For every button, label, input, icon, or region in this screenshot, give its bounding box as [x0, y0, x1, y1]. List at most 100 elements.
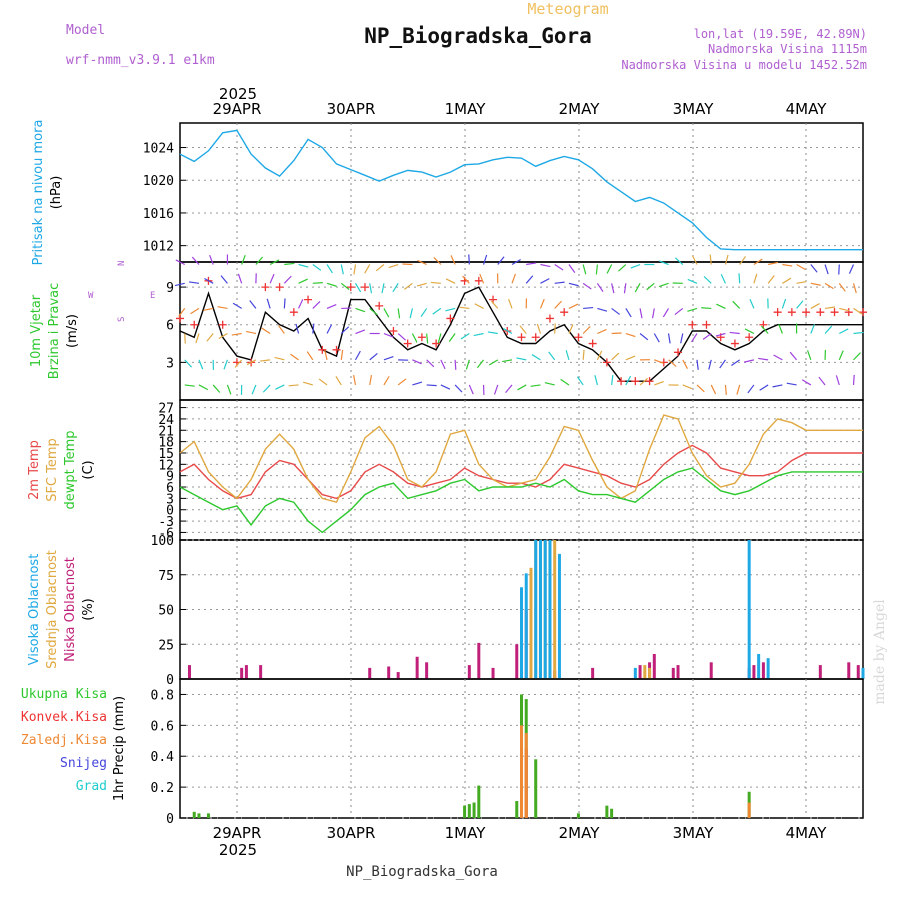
- panel-frame: [179, 122, 864, 263]
- gust-marker: [275, 283, 284, 292]
- wind-arrow: [288, 384, 299, 387]
- wind-arrow: [503, 327, 513, 335]
- wind-arrow: [654, 359, 664, 364]
- wind-arrow: [511, 273, 516, 284]
- gust-marker: [517, 333, 526, 342]
- wind-arrow: [433, 257, 442, 265]
- wind-arrow: [789, 351, 798, 361]
- wind-arrow: [266, 298, 271, 309]
- wind-arrow: [198, 384, 209, 391]
- wind-arrow: [736, 384, 741, 395]
- y-axis-label: SFC Temp: [45, 438, 60, 502]
- bar: [548, 540, 552, 679]
- day-label-bottom: 3MAY: [673, 824, 715, 842]
- wind-arrow: [416, 282, 427, 287]
- wind-arrow: [709, 254, 712, 265]
- y-tick-label: 9: [166, 281, 174, 296]
- wind-arrow: [606, 264, 613, 274]
- wind-arrow: [412, 381, 423, 386]
- wind-arrow: [417, 259, 427, 266]
- wind-arrow: [554, 300, 562, 309]
- wind-arrow: [703, 275, 712, 284]
- wind-arrow: [340, 264, 344, 275]
- bar: [187, 665, 191, 679]
- wind-arrow: [184, 384, 195, 387]
- wind-arrow: [761, 325, 769, 334]
- precip-legend-label: Konvek.Kisa: [21, 710, 107, 725]
- day-label-bottom: 4MAY: [786, 824, 828, 842]
- wind-arrow: [838, 350, 844, 361]
- gust-marker: [617, 377, 626, 386]
- wind-arrow: [625, 375, 632, 386]
- wind-arrow: [234, 359, 243, 368]
- precip-legend-label: Snijeg: [60, 756, 107, 771]
- bar: [605, 805, 609, 818]
- wind-arrow: [568, 324, 574, 334]
- wind-arrow: [468, 254, 470, 265]
- wind-arrow: [674, 257, 684, 265]
- wind-arrow: [719, 359, 726, 369]
- wind-arrow: [195, 333, 200, 344]
- wind-arrow: [530, 384, 541, 387]
- wind-arrow: [445, 307, 456, 312]
- wind-arrow: [303, 381, 313, 386]
- bar: [477, 785, 481, 818]
- gust-marker: [844, 308, 853, 317]
- wind-arrow: [369, 283, 373, 294]
- bar: [638, 665, 642, 679]
- wind-arrow: [565, 350, 570, 361]
- bar: [557, 553, 561, 679]
- wind-arrow: [269, 273, 275, 284]
- wind-arrow: [508, 298, 513, 309]
- wind-arrow: [682, 384, 693, 390]
- wind-arrow: [824, 282, 834, 290]
- y-tick-label: -6: [158, 526, 174, 541]
- wind-arrow: [241, 254, 246, 265]
- gust-marker: [318, 345, 327, 354]
- y-axis-label: 2m Temp: [27, 440, 42, 500]
- wind-arrow: [448, 333, 456, 342]
- gust-marker: [218, 320, 227, 329]
- bar: [491, 667, 495, 679]
- wind-arrow: [767, 275, 775, 284]
- wind-arrow: [262, 384, 271, 393]
- wind-arrow: [724, 254, 729, 265]
- y-tick-label: 15: [158, 447, 174, 462]
- wind-arrow: [786, 382, 797, 386]
- y-tick-label: 24: [158, 413, 174, 428]
- wind-arrow: [708, 359, 712, 370]
- wind-arrow: [839, 307, 850, 312]
- y-tick-label: 0.6: [151, 719, 174, 734]
- bar: [709, 662, 713, 679]
- wind-arrow: [753, 273, 758, 284]
- bar: [534, 759, 538, 818]
- y-tick-label: 1016: [143, 207, 174, 222]
- wind-arrow: [653, 333, 660, 343]
- wind-arrow: [526, 262, 537, 266]
- gust-marker: [446, 314, 455, 323]
- compass-label: E: [150, 291, 155, 301]
- wind-arrow: [668, 359, 677, 367]
- wind-arrow: [810, 323, 815, 334]
- wind-arrow: [583, 306, 594, 310]
- wind-arrow: [402, 263, 413, 266]
- gust-marker: [474, 276, 483, 285]
- gust-marker: [574, 333, 583, 342]
- wind-arrow: [516, 357, 527, 361]
- wind-arrow: [306, 351, 314, 361]
- wind-arrow: [175, 259, 186, 266]
- day-label-top: 29APR: [213, 100, 262, 118]
- y-tick-label: 9: [166, 470, 174, 485]
- wind-arrow: [220, 275, 228, 284]
- wind-arrow: [810, 303, 820, 309]
- wind-arrow: [715, 332, 726, 337]
- wind-arrow: [255, 256, 264, 265]
- bar: [847, 662, 851, 679]
- wind-arrow: [519, 325, 527, 334]
- bar: [861, 667, 865, 679]
- wind-arrow: [260, 359, 271, 362]
- wind-arrow: [274, 356, 285, 361]
- y-tick-label: 1024: [143, 142, 174, 157]
- gust-marker: [545, 314, 554, 323]
- lonlat-text: lon,lat (19.59E, 42.89N): [694, 27, 867, 41]
